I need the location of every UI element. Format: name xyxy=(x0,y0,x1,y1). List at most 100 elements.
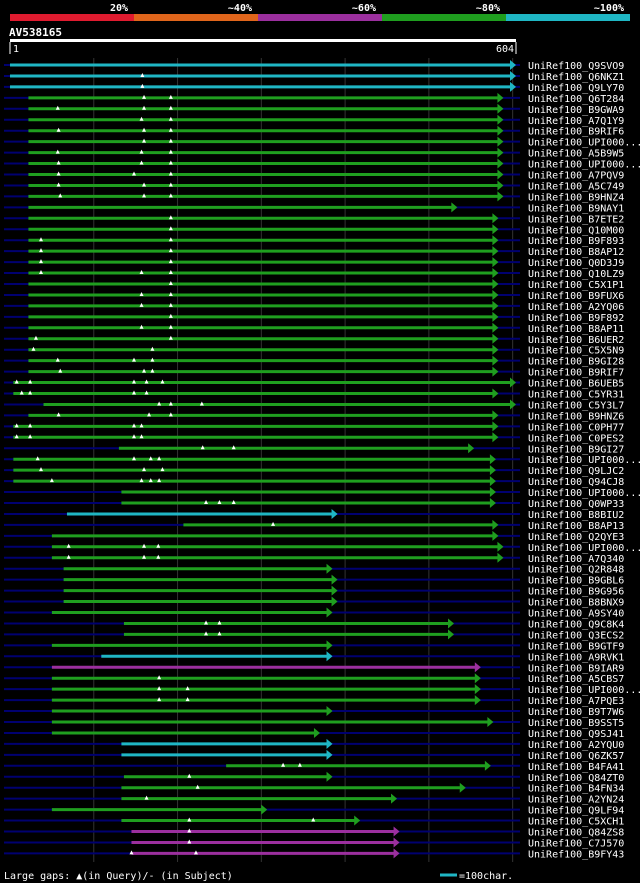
hit-label[interactable]: UniRef100_A2YN24 xyxy=(528,795,624,806)
hit-row[interactable]: UniRef100_A5CBS7 xyxy=(4,673,624,685)
hit-label[interactable]: UniRef100_B9IAR9 xyxy=(528,663,624,674)
hit-label[interactable]: UniRef100_Q0WP33 xyxy=(528,499,624,510)
hit-label[interactable]: UniRef100_C5X5N9 xyxy=(528,346,624,357)
hit-row[interactable]: UniRef100_UPI000... xyxy=(4,541,640,554)
hit-label[interactable]: UniRef100_UPI000... xyxy=(528,488,640,499)
hit-label[interactable]: UniRef100_B8AP11 xyxy=(528,324,624,335)
hit-row[interactable]: UniRef100_A9RVK1 xyxy=(4,651,624,663)
hit-label[interactable]: UniRef100_B9T7W6 xyxy=(528,707,624,718)
hit-row[interactable]: UniRef100_UPI000... xyxy=(4,158,640,171)
hit-row[interactable]: UniRef100_B9HNZ4 xyxy=(4,191,624,203)
hit-row[interactable]: UniRef100_Q84ZT0 xyxy=(4,771,624,784)
hit-row[interactable]: UniRef100_Q10M00 xyxy=(4,224,624,236)
hit-row[interactable]: UniRef100_C5YR31 xyxy=(4,388,624,401)
hit-row[interactable]: UniRef100_C0PH77 xyxy=(4,421,624,433)
hit-row[interactable]: UniRef100_Q84ZS8 xyxy=(4,826,624,839)
hit-label[interactable]: UniRef100_A7Q340 xyxy=(528,554,624,565)
hit-label[interactable]: UniRef100_Q94CJ8 xyxy=(528,477,624,488)
hit-label[interactable]: UniRef100_Q9LJC2 xyxy=(528,466,624,477)
hit-row[interactable]: UniRef100_Q94CJ8 xyxy=(4,476,624,488)
hit-label[interactable]: UniRef100_B4FN34 xyxy=(528,784,624,795)
hit-label[interactable]: UniRef100_B9GI28 xyxy=(528,357,624,368)
hit-label[interactable]: UniRef100_Q9LY70 xyxy=(528,83,624,94)
hit-row[interactable]: UniRef100_C5X5N9 xyxy=(4,344,624,357)
hit-label[interactable]: UniRef100_C5X1P1 xyxy=(528,280,624,291)
hit-label[interactable]: UniRef100_B9F893 xyxy=(528,236,624,247)
hit-label[interactable]: UniRef100_B6UEB5 xyxy=(528,379,624,390)
hit-row[interactable]: UniRef100_A2YN24 xyxy=(4,793,624,806)
hit-label[interactable]: UniRef100_Q9SVO9 xyxy=(528,61,624,72)
hit-row[interactable]: UniRef100_Q10LZ9 xyxy=(4,268,624,280)
hit-row[interactable]: UniRef100_B9NAY1 xyxy=(4,202,624,214)
hit-row[interactable]: UniRef100_A7PQE3 xyxy=(4,695,624,707)
hit-label[interactable]: UniRef100_UPI000... xyxy=(528,685,640,696)
hit-row[interactable]: UniRef100_B9GI28 xyxy=(4,355,624,368)
hit-row[interactable]: UniRef100_B9RIF6 xyxy=(4,125,624,138)
hit-label[interactable]: UniRef100_C7J570 xyxy=(528,838,624,849)
hit-row[interactable]: UniRef100_B4FN34 xyxy=(4,782,624,795)
hit-label[interactable]: UniRef100_Q0D3J9 xyxy=(528,258,624,269)
hit-row[interactable]: UniRef100_B9F892 xyxy=(4,311,624,324)
hit-row[interactable]: UniRef100_Q0D3J9 xyxy=(4,257,624,269)
hit-label[interactable]: UniRef100_B9NAY1 xyxy=(528,203,624,214)
hit-row[interactable]: UniRef100_B9SST5 xyxy=(4,717,624,729)
hit-row[interactable]: UniRef100_B6UEB5 xyxy=(4,377,624,390)
hit-label[interactable]: UniRef100_Q84ZT0 xyxy=(528,773,624,784)
hit-label[interactable]: UniRef100_A9RVK1 xyxy=(528,652,624,663)
hit-label[interactable]: UniRef100_C5Y3L7 xyxy=(528,400,624,411)
hit-row[interactable]: UniRef100_B9GBL6 xyxy=(4,574,624,587)
hit-label[interactable]: UniRef100_B8BIU2 xyxy=(528,510,624,521)
hit-row[interactable]: UniRef100_Q0WP33 xyxy=(4,498,624,510)
hit-label[interactable]: UniRef100_Q6ZK57 xyxy=(528,751,624,762)
hit-row[interactable]: UniRef100_C0PES2 xyxy=(4,432,624,444)
hit-label[interactable]: UniRef100_B8BNX9 xyxy=(528,598,624,609)
hit-label[interactable]: UniRef100_UPI000... xyxy=(528,455,640,466)
hit-row[interactable]: UniRef100_Q2QYE3 xyxy=(4,530,624,543)
hit-label[interactable]: UniRef100_Q9LF94 xyxy=(528,806,624,817)
hit-label[interactable]: UniRef100_C5YR31 xyxy=(528,390,624,401)
hit-label[interactable]: UniRef100_B6UER2 xyxy=(528,335,624,346)
hit-row[interactable]: UniRef100_B9HNZ6 xyxy=(4,410,624,422)
hit-label[interactable]: UniRef100_B7ETE2 xyxy=(528,214,624,225)
hit-row[interactable]: UniRef100_B9FUX6 xyxy=(4,289,624,302)
hit-label[interactable]: UniRef100_B9GI27 xyxy=(528,444,624,455)
hit-row[interactable]: UniRef100_A5B9W5 xyxy=(4,147,624,160)
hit-label[interactable]: UniRef100_UPI000... xyxy=(528,543,640,554)
hit-label[interactable]: UniRef100_B9HNZ4 xyxy=(528,192,624,203)
hit-row[interactable]: UniRef100_A2YQU0 xyxy=(4,738,624,751)
hit-label[interactable]: UniRef100_A5C749 xyxy=(528,181,624,192)
hit-label[interactable]: UniRef100_A7PQE3 xyxy=(528,696,624,707)
hit-label[interactable]: UniRef100_B9FY43 xyxy=(528,849,624,860)
hit-row[interactable]: UniRef100_B9RIF7 xyxy=(4,366,624,379)
hit-row[interactable]: UniRef100_B8BNX9 xyxy=(4,596,624,609)
hit-row[interactable]: UniRef100_B6UER2 xyxy=(4,333,624,346)
hit-label[interactable]: UniRef100_A5B9W5 xyxy=(528,149,624,160)
hit-row[interactable]: UniRef100_UPI000... xyxy=(4,136,640,149)
hit-label[interactable]: UniRef100_Q10M00 xyxy=(528,225,624,236)
hit-label[interactable]: UniRef100_B8AP13 xyxy=(528,521,624,532)
hit-row[interactable]: UniRef100_Q3ECS2 xyxy=(4,629,624,641)
hit-row[interactable]: UniRef100_UPI000... xyxy=(4,487,640,499)
hit-row[interactable]: UniRef100_B9IAR9 xyxy=(4,662,624,674)
hit-label[interactable]: UniRef100_UPI000... xyxy=(528,138,640,149)
hit-row[interactable]: UniRef100_Q6NKZ1 xyxy=(4,70,624,83)
hit-label[interactable]: UniRef100_B9GWA9 xyxy=(528,105,624,116)
hit-row[interactable]: UniRef100_C5Y3L7 xyxy=(4,399,624,411)
hit-label[interactable]: UniRef100_C0PH77 xyxy=(528,422,624,433)
hit-label[interactable]: UniRef100_B9RIF6 xyxy=(528,127,624,138)
hit-row[interactable]: UniRef100_A7Q1Y9 xyxy=(4,114,624,127)
hit-label[interactable]: UniRef100_B9HNZ6 xyxy=(528,411,624,422)
hit-row[interactable]: UniRef100_B7ETE2 xyxy=(4,213,624,225)
hit-label[interactable]: UniRef100_B9SST5 xyxy=(528,718,624,729)
hit-row[interactable]: UniRef100_UPI000... xyxy=(4,454,640,466)
hit-row[interactable]: UniRef100_Q9LF94 xyxy=(4,804,624,817)
hit-row[interactable]: UniRef100_Q9LY70 xyxy=(4,81,624,94)
hit-label[interactable]: UniRef100_Q9C8K4 xyxy=(528,619,624,630)
hit-row[interactable]: UniRef100_UPI000... xyxy=(4,684,640,696)
hit-label[interactable]: UniRef100_Q6NKZ1 xyxy=(528,72,624,83)
hit-row[interactable]: UniRef100_C5XCH1 xyxy=(4,815,624,828)
hit-row[interactable]: UniRef100_Q9LJC2 xyxy=(4,465,624,477)
hit-row[interactable]: UniRef100_A7Q340 xyxy=(4,552,624,565)
hit-label[interactable]: UniRef100_B9FUX6 xyxy=(528,291,624,302)
hit-row[interactable]: UniRef100_B9G956 xyxy=(4,585,624,598)
